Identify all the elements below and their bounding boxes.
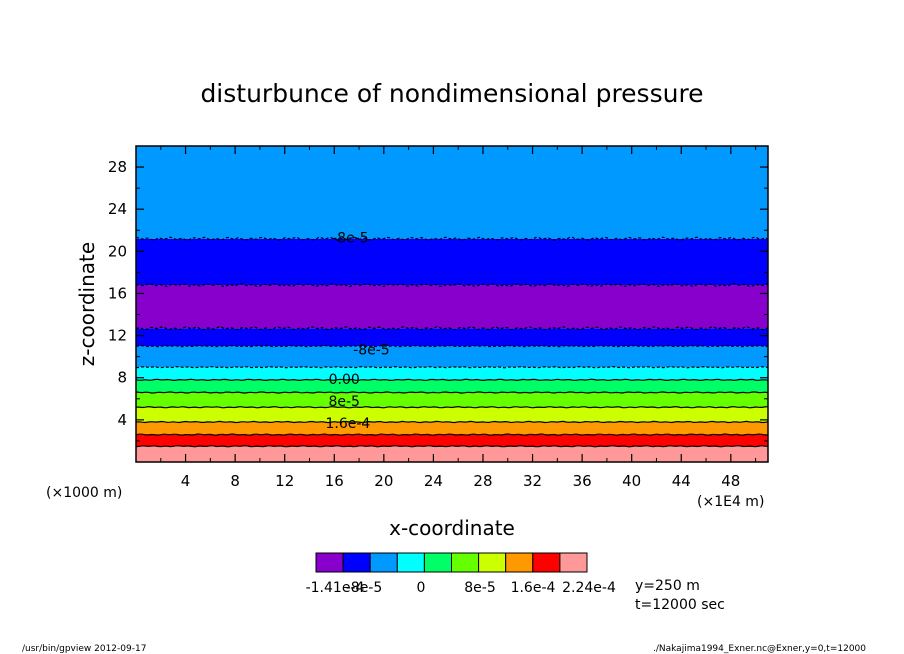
contour-band-2 — [136, 421, 768, 435]
contour-line-5 — [135, 378, 769, 382]
footer-left: /usr/bin/gpview 2012-09-17 — [22, 644, 146, 654]
contour-line-0 — [135, 444, 769, 448]
colorbar-label-5: 2.24e-4 — [562, 580, 616, 596]
x-axis-label: x-coordinate — [389, 516, 515, 540]
plot-area: -8e-5 -8e-5 0.00 8e-5 1.6e-4 — [135, 146, 769, 462]
colorbar-swatch-7 — [505, 552, 534, 573]
contour-band-8 — [136, 328, 768, 347]
x-tick-label-7: 32 — [523, 472, 542, 490]
contour-band-3 — [136, 407, 768, 422]
colorbar-label-1: -8e-5 — [346, 580, 383, 596]
contour-band-1 — [136, 434, 768, 447]
contour-line-9 — [135, 282, 769, 288]
contour-line-2 — [135, 420, 769, 424]
y-tick-label-0: 4 — [117, 411, 127, 429]
contour-band-10 — [136, 238, 768, 286]
x-unit-right: (×1E4 m) — [697, 494, 764, 510]
colorbar-swatch-8 — [532, 552, 561, 573]
plot-frame — [135, 145, 769, 463]
colorbar-swatch-6 — [478, 552, 507, 573]
info-t: t=12000 sec — [635, 597, 725, 613]
contour-line-8 — [135, 325, 769, 331]
contour-band-9 — [136, 285, 768, 329]
colorbar-label-4: 1.6e-4 — [511, 580, 556, 596]
contour-band-4 — [136, 392, 768, 408]
x-tick-label-3: 16 — [325, 472, 344, 490]
x-tick-label-10: 44 — [672, 472, 691, 490]
contour-band-7 — [136, 346, 768, 368]
x-tick-label-5: 24 — [424, 472, 443, 490]
y-axis: 4 8 12 16 20 24 28 — [108, 158, 768, 442]
contour-label-4: 1.6e-4 — [325, 416, 370, 432]
x-tick-label-2: 12 — [275, 472, 294, 490]
y-axis-label: z-coordinate — [75, 242, 99, 366]
contour-line-4 — [135, 391, 769, 394]
y-tick-label-4: 20 — [108, 242, 127, 260]
colorbar-swatch-5 — [451, 552, 480, 573]
contour-line-7 — [135, 344, 769, 348]
colorbar-label-0: -1.41e-4 — [306, 580, 365, 596]
colorbar-swatch-4 — [423, 552, 452, 573]
colorbar-swatch-9 — [559, 552, 588, 573]
contour-band-11 — [136, 146, 768, 239]
y-tick-label-5: 24 — [108, 200, 127, 218]
contour-label-3: 8e-5 — [328, 394, 359, 410]
y-tick-label-6: 28 — [108, 158, 127, 176]
info-y: y=250 m — [635, 578, 700, 594]
x-tick-label-9: 40 — [622, 472, 641, 490]
contour-label-0: -8e-5 — [332, 231, 369, 247]
colorbar-swatch-3 — [396, 552, 425, 573]
x-tick-label-6: 28 — [473, 472, 492, 490]
colorbar-swatch-1 — [342, 552, 371, 573]
contour-line-1 — [135, 433, 769, 436]
y-tick-label-3: 16 — [108, 284, 127, 302]
x-tick-label-11: 48 — [721, 472, 740, 490]
x-axis: 4 8 12 16 20 24 28 32 36 40 44 48 — [160, 146, 757, 490]
x-tick-label-8: 36 — [573, 472, 592, 490]
x-tick-label-1: 8 — [230, 472, 240, 490]
contour-line-10 — [135, 236, 769, 241]
y-tick-label-1: 8 — [117, 369, 127, 387]
colorbar: -1.41e-4-8e-5 0 8e-5 1.6e-4 2.24e-4 — [306, 552, 616, 596]
footer-right: ./Nakajima1994_Exner.nc@Exner,y=0,t=1200… — [653, 644, 866, 654]
x-unit-left: (×1000 m) — [46, 485, 122, 501]
colorbar-swatch-2 — [369, 552, 398, 573]
contour-band-6 — [136, 367, 768, 380]
contour-band-5 — [136, 379, 768, 393]
contour-label-1: -8e-5 — [353, 342, 390, 358]
x-tick-label-4: 20 — [374, 472, 393, 490]
contour-label-2: 0.00 — [329, 372, 360, 388]
colorbar-label-2: 0 — [417, 580, 426, 596]
contour-line-3 — [135, 405, 769, 409]
x-tick-label-0: 4 — [181, 472, 191, 490]
contour-band-0 — [136, 446, 768, 462]
y-tick-label-2: 12 — [108, 327, 127, 345]
colorbar-swatch-0 — [315, 552, 344, 573]
contour-line-6 — [135, 365, 769, 369]
colorbar-label-3: 8e-5 — [464, 580, 495, 596]
chart-title: disturbunce of nondimensional pressure — [200, 79, 703, 108]
